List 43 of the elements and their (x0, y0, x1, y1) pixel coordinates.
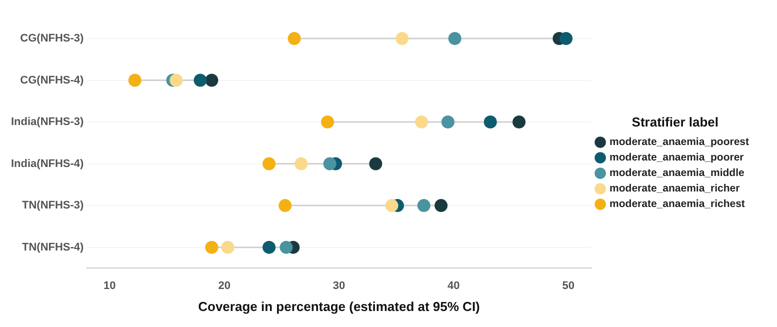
y-tick-label: CG(NFHS-3) (20, 32, 84, 45)
point (205, 240, 218, 254)
x-tick-label: 20 (218, 280, 230, 292)
point (321, 116, 334, 129)
y-tick-label: CG(NFHS-4) (20, 74, 84, 86)
point (385, 199, 398, 212)
x-tick-label: 30 (332, 280, 346, 292)
point (441, 116, 454, 129)
point (448, 32, 462, 45)
point (221, 240, 234, 254)
point (262, 240, 276, 254)
point (280, 240, 293, 254)
legend-label: moderate_anaemia_poorer (610, 152, 744, 164)
point (417, 199, 430, 212)
x-tick-label: 10 (104, 280, 116, 292)
point (278, 199, 292, 212)
x-axis-title: Coverage in percentage (estimated at 95% CI) (198, 298, 480, 314)
legend-label: moderate_anaemia_poorest (610, 136, 750, 148)
y-tick-label: India(NFHS-4) (10, 158, 84, 170)
point (170, 74, 183, 87)
point (205, 74, 218, 87)
point (323, 157, 336, 170)
y-tick-label: India(NFHS-3) (10, 116, 84, 128)
x-tick-label: 50 (562, 280, 574, 292)
point (484, 116, 497, 129)
legend-label: moderate_anaemia_middle (610, 167, 744, 180)
legend-title: Stratifier label (632, 114, 718, 130)
x-tick-label: 40 (448, 280, 460, 292)
point (396, 32, 409, 45)
point (262, 157, 276, 170)
point (369, 157, 382, 170)
point (194, 74, 207, 87)
legend-label: moderate_anaemia_richer (610, 182, 740, 195)
point (512, 116, 526, 129)
point (560, 32, 573, 45)
point (415, 116, 428, 129)
point (128, 74, 142, 87)
y-tick-label: TN(NFHS-3) (22, 200, 84, 212)
point (288, 32, 301, 45)
point (434, 199, 448, 212)
point (294, 157, 308, 170)
legend-label: moderate_anaemia_richest (610, 198, 746, 210)
y-tick-label: TN(NFHS-4) (22, 241, 84, 254)
